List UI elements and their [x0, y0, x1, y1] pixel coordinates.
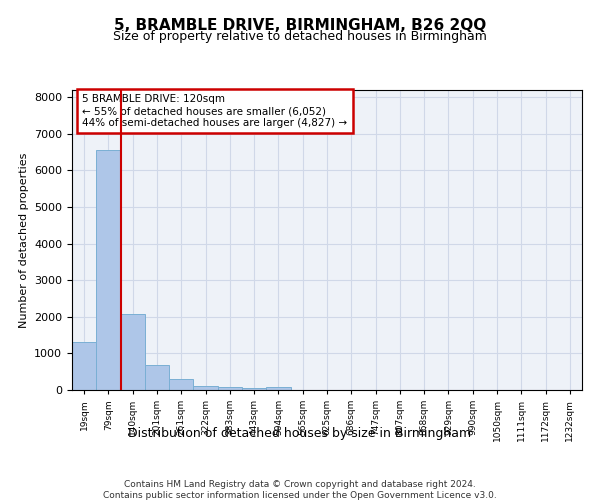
- Text: 5, BRAMBLE DRIVE, BIRMINGHAM, B26 2QQ: 5, BRAMBLE DRIVE, BIRMINGHAM, B26 2QQ: [114, 18, 486, 32]
- Text: Contains HM Land Registry data © Crown copyright and database right 2024.: Contains HM Land Registry data © Crown c…: [124, 480, 476, 489]
- Bar: [121, 314, 145, 390]
- Y-axis label: Number of detached properties: Number of detached properties: [19, 152, 29, 328]
- Text: 5 BRAMBLE DRIVE: 120sqm
← 55% of detached houses are smaller (6,052)
44% of semi: 5 BRAMBLE DRIVE: 120sqm ← 55% of detache…: [82, 94, 347, 128]
- Bar: [266, 387, 290, 390]
- Bar: [242, 388, 266, 390]
- Text: Distribution of detached houses by size in Birmingham: Distribution of detached houses by size …: [128, 428, 472, 440]
- Text: Contains public sector information licensed under the Open Government Licence v3: Contains public sector information licen…: [103, 491, 497, 500]
- Bar: [193, 386, 218, 390]
- Bar: [96, 150, 121, 390]
- Bar: [218, 388, 242, 390]
- Bar: [145, 365, 169, 390]
- Text: Size of property relative to detached houses in Birmingham: Size of property relative to detached ho…: [113, 30, 487, 43]
- Bar: [72, 342, 96, 390]
- Bar: [169, 380, 193, 390]
